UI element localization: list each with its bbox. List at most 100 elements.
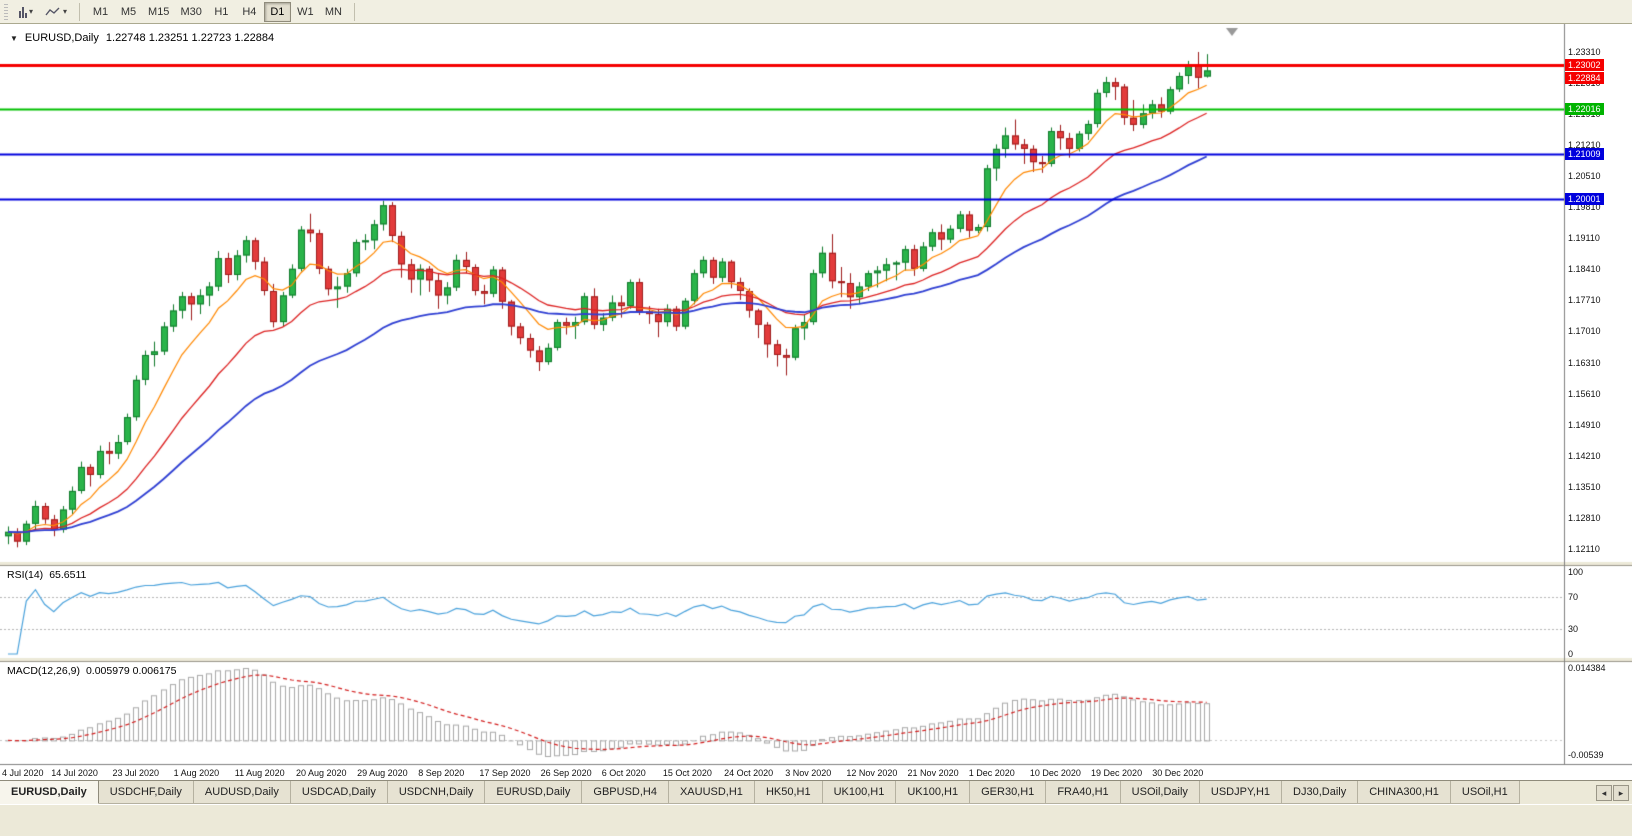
tab-scroll-right-icon[interactable]: ▸ <box>1613 784 1629 801</box>
price-badge: 1.23002 <box>1565 59 1604 72</box>
status-bar <box>0 804 1632 836</box>
date-axis-label: 1 Aug 2020 <box>173 768 220 778</box>
indicators-dropdown-button[interactable]: ▾ <box>40 2 72 22</box>
macd-indicator-label: MACD(12,26,9) 0.005979 0.006175 <box>7 665 176 677</box>
chart-tab-17-usoil-h1[interactable]: USOil,H1 <box>1450 781 1520 804</box>
macd-values: 0.005979 0.006175 <box>85 665 177 677</box>
price-axis-label: 1.19810 <box>1568 202 1601 213</box>
chevron-down-icon: ▾ <box>29 6 34 16</box>
chart-tab-11-ger30-h1[interactable]: GER30,H1 <box>970 781 1047 804</box>
chart-symbol-label: EURUSD,Daily <box>24 32 99 44</box>
rsi-name: RSI(14) <box>7 569 44 581</box>
tab-scroll-buttons: ◂ ▸ <box>1593 781 1632 804</box>
date-axis-label: 20 Aug 2020 <box>295 768 347 778</box>
timeframe-button-group: M1 M5 M15 M30 H1 H4 D1 W1 MN <box>87 1 347 22</box>
price-axis-label: 1.20510 <box>1568 170 1601 181</box>
price-axis-label: 1.16310 <box>1568 357 1601 368</box>
date-axis-label: 6 Oct 2020 <box>601 768 646 778</box>
chevron-down-icon: ▾ <box>63 6 68 16</box>
rsi-axis-label: 0 <box>1568 649 1574 659</box>
price-badge: 1.20001 <box>1565 192 1604 205</box>
chart-tabs: EURUSD,Daily USDCHF,Daily AUDUSD,Daily USDC… <box>0 781 1588 804</box>
macd-axis-label: 0.014384 <box>1568 663 1606 673</box>
date-axis-label: 11 Aug 2020 <box>234 768 285 778</box>
macd-name: MACD(12,26,9) <box>7 665 80 677</box>
chart-tab-6-gbpusd-h4[interactable]: GBPUSD,H4 <box>582 781 669 804</box>
price-chart-canvas[interactable] <box>0 24 1632 780</box>
price-axis-label: 1.23310 <box>1568 46 1601 57</box>
date-axis-label: 12 Nov 2020 <box>846 768 898 778</box>
price-axis-label: 1.12110 <box>1568 544 1600 555</box>
timeframe-button-m1[interactable]: M1 <box>87 2 114 22</box>
timeframe-button-h1[interactable]: H1 <box>208 2 235 22</box>
date-axis-label: 21 Nov 2020 <box>907 768 959 778</box>
rsi-axis-label: 30 <box>1568 624 1579 635</box>
chart-tab-10-uk100-h1[interactable]: UK100,H1 <box>896 781 971 804</box>
toolbar-separator <box>353 2 355 21</box>
rsi-axis-label: 70 <box>1568 591 1579 602</box>
price-axis-label: 1.12810 <box>1568 513 1601 523</box>
price-axis-label: 1.19110 <box>1568 233 1600 244</box>
timeframe-button-m30[interactable]: M30 <box>175 2 206 22</box>
chart-tab-13-usoil-daily[interactable]: USOil,Daily <box>1120 781 1200 804</box>
chart-tab-bar: EURUSD,Daily USDCHF,Daily AUDUSD,Daily USDC… <box>0 780 1632 804</box>
chart-tab-0-eurusd-daily[interactable]: EURUSD,Daily <box>0 781 99 804</box>
chart-tab-3-usdcad-daily[interactable]: USDCAD,Daily <box>290 781 388 804</box>
date-axis-label: 14 Jul 2020 <box>51 768 98 778</box>
price-badge: 1.22884 <box>1565 72 1604 85</box>
chart-window: ▼ EURUSD,Daily 1.22748 1.23251 1.22723 1… <box>0 24 1632 780</box>
date-axis-label: 26 Sep 2020 <box>540 768 592 778</box>
chart-collapse-icon[interactable]: ▼ <box>10 33 18 43</box>
chart-tab-9-uk100-h1[interactable]: UK100,H1 <box>822 781 897 804</box>
timeframe-button-w1[interactable]: W1 <box>292 2 319 22</box>
chart-tab-7-xauusd-h1[interactable]: XAUUSD,H1 <box>668 781 755 804</box>
chart-ohlc-values: 1.22748 1.23251 1.22723 1.22884 <box>105 32 275 44</box>
date-axis-label: 17 Sep 2020 <box>479 768 531 778</box>
chart-tab-12-fra40-h1[interactable]: FRA40,H1 <box>1046 781 1121 804</box>
tab-scroll-left-icon[interactable]: ◂ <box>1596 784 1612 801</box>
date-axis-label: 23 Jul 2020 <box>112 768 160 778</box>
price-axis-label: 1.14210 <box>1568 450 1601 461</box>
price-axis-label: 1.17010 <box>1568 326 1601 337</box>
price-axis-label: 1.18410 <box>1568 264 1601 275</box>
top-toolbar: ▾ ▾ M1 M5 M15 M30 H1 H4 D1 W1 MN <box>0 0 1632 24</box>
timeframe-button-mn[interactable]: MN <box>320 2 347 22</box>
price-axis-label: 1.13510 <box>1568 481 1601 492</box>
timeframe-button-m5[interactable]: M5 <box>115 2 142 22</box>
chart-tab-16-china300-h1[interactable]: CHINA300,H1 <box>1358 781 1451 804</box>
chart-tab-5-eurusd-daily[interactable]: EURUSD,Daily <box>485 781 583 804</box>
chart-tab-4-usdcnh-daily[interactable]: USDCNH,Daily <box>387 781 486 804</box>
price-axis-label: 1.21210 <box>1568 139 1601 150</box>
timeframe-button-m15[interactable]: M15 <box>143 2 174 22</box>
chart-tab-15-dj30-daily[interactable]: DJ30,Daily <box>1282 781 1359 804</box>
date-axis-label: 4 Jul 2020 <box>2 768 44 778</box>
date-axis-label: 15 Oct 2020 <box>662 768 712 778</box>
toolbar-drag-handle[interactable] <box>4 3 8 20</box>
price-badge: 1.22016 <box>1565 103 1604 116</box>
rsi-axis-label: 100 <box>1568 567 1584 577</box>
timeframe-button-d1[interactable]: D1 <box>263 1 291 22</box>
date-axis-label: 3 Nov 2020 <box>785 768 832 778</box>
toolbar-separator <box>79 2 81 21</box>
chart-tab-14-usdjpy-h1[interactable]: USDJPY,H1 <box>1199 781 1283 804</box>
date-axis-label: 8 Sep 2020 <box>418 768 465 778</box>
chart-type-dropdown-button[interactable]: ▾ <box>14 2 38 22</box>
price-axis-label: 1.15610 <box>1568 388 1601 399</box>
date-axis-label: 1 Dec 2020 <box>968 768 1015 778</box>
date-axis-label: 30 Dec 2020 <box>1152 768 1204 778</box>
date-axis-label: 19 Dec 2020 <box>1091 768 1143 778</box>
chart-tab-2-audusd-daily[interactable]: AUDUSD,Daily <box>193 781 291 804</box>
macd-axis-label: -0.00539 <box>1568 750 1604 760</box>
date-axis-label: 10 Dec 2020 <box>1029 768 1081 778</box>
indicator-line-icon <box>45 7 60 15</box>
price-badge: 1.21009 <box>1565 147 1604 160</box>
chart-tab-8-hk50-h1[interactable]: HK50,H1 <box>754 781 823 804</box>
chart-title: ▼ EURUSD,Daily 1.22748 1.23251 1.22723 1… <box>10 32 274 44</box>
rsi-indicator-label: RSI(14) 65.6511 <box>7 569 86 581</box>
price-axis-label: 1.14910 <box>1568 419 1601 430</box>
rsi-value: 65.6511 <box>49 569 87 581</box>
timeframe-button-h4[interactable]: H4 <box>236 2 263 22</box>
chart-tab-1-usdchf-daily[interactable]: USDCHF,Daily <box>98 781 194 804</box>
date-axis-label: 24 Oct 2020 <box>724 768 774 778</box>
date-axis-label: 29 Aug 2020 <box>357 768 408 778</box>
